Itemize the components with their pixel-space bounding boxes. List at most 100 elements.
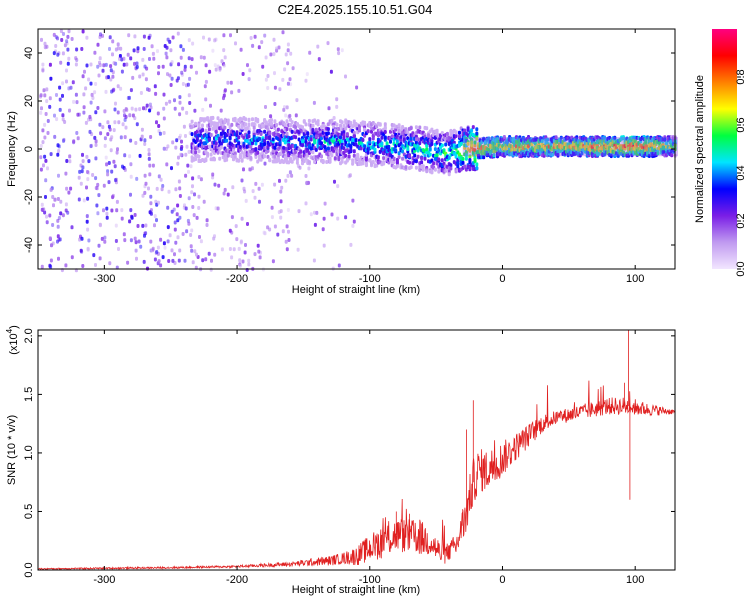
spectrogram-cell — [96, 211, 100, 216]
spectrogram-cell — [296, 164, 300, 168]
spectrogram-cell — [178, 215, 182, 220]
spectrogram-cell — [89, 62, 93, 67]
spectrogram-cell — [109, 137, 113, 142]
spectrogram-cell — [247, 118, 251, 122]
spectrogram-cell — [120, 57, 124, 62]
spectrogram-cell — [109, 77, 113, 82]
spectrogram-cell — [651, 137, 655, 157]
spectrogram-cell — [144, 181, 148, 186]
spectrogram-cell — [180, 139, 183, 144]
spectrogram-cell — [235, 130, 239, 135]
spectrogram-cell — [216, 206, 220, 211]
snr-y-ticks: 0.0 0.5 1.0 1.5 2.0 — [23, 328, 675, 578]
spectrogram-cell — [149, 201, 153, 206]
spectrogram-cell — [103, 239, 107, 244]
spectrogram-cell — [110, 208, 114, 213]
spectrogram-cell — [229, 33, 232, 38]
spectrogram-cell — [139, 91, 143, 95]
spectrogram-cell — [156, 245, 160, 250]
spectrogram-cell — [216, 133, 220, 138]
spectrogram-cell — [456, 164, 460, 169]
spectrogram-cell — [151, 163, 155, 168]
spectrogram-cell — [392, 157, 396, 161]
spectrogram-cell — [51, 195, 55, 199]
spectrogram-cell — [144, 223, 148, 228]
spectrogram-y-tick-label: 40 — [23, 47, 35, 59]
spectrogram-cell — [148, 57, 151, 61]
spectrogram-cell — [59, 211, 63, 216]
spectrogram-cell — [546, 137, 549, 142]
spectrogram-cell — [39, 155, 43, 160]
spectrogram-cell — [286, 173, 290, 178]
spectrogram-cell — [184, 206, 188, 211]
spectrogram-cell — [254, 155, 258, 159]
spectrogram-cell — [629, 137, 633, 157]
spectrogram-cell — [66, 61, 70, 66]
spectrogram-cell — [214, 129, 218, 134]
spectrogram-cell — [112, 128, 116, 133]
spectrogram-cell — [166, 144, 170, 149]
spectrogram-cell — [263, 129, 267, 134]
spectrogram-cell — [113, 120, 117, 125]
spectrogram-cell — [204, 257, 208, 262]
spectrogram-cell — [89, 81, 93, 86]
spectrogram-cell — [138, 107, 142, 112]
spectrogram-cell — [544, 137, 548, 157]
spectrogram-cell — [84, 120, 88, 125]
spectrogram-cell — [550, 137, 554, 157]
spectrogram-cell — [256, 117, 260, 122]
spectrogram-cell — [244, 122, 248, 127]
spectrogram-cell — [173, 227, 177, 232]
spectrogram-cell — [147, 88, 151, 92]
spectrogram-cell — [209, 152, 213, 157]
spectrogram-cell — [278, 178, 281, 183]
spectrogram-cell — [296, 247, 300, 252]
spectrogram-cell — [194, 121, 198, 126]
spectrogram-cell — [409, 136, 413, 141]
spectrogram-cell — [128, 95, 131, 100]
spectrogram-cell — [575, 135, 579, 140]
spectrogram-cell — [187, 56, 191, 61]
spectrogram-cell — [281, 30, 285, 35]
spectrogram-cell — [147, 148, 151, 152]
spectrogram-cell — [352, 219, 356, 224]
spectrogram-cell — [435, 153, 439, 158]
spectrogram-cell — [53, 113, 56, 118]
spectrogram-cell — [129, 88, 133, 93]
spectrogram-y-tick-label: -40 — [23, 237, 35, 253]
spectrogram-cell — [220, 247, 224, 252]
spectrogram-cell — [242, 186, 246, 191]
spectrogram-cell — [108, 47, 111, 51]
spectrogram-cell — [387, 144, 391, 149]
spectrogram-cell — [640, 137, 644, 157]
spectrogram-cell — [430, 170, 434, 175]
spectrogram-cell — [199, 239, 203, 244]
spectrogram-cell — [162, 146, 166, 151]
spectrogram-cell — [74, 62, 78, 67]
spectrogram-cell — [56, 234, 60, 239]
spectrogram-cell — [611, 137, 615, 157]
spectrogram-cell — [95, 186, 99, 191]
spectrogram-cell — [247, 122, 251, 127]
spectrogram-cell — [247, 134, 251, 139]
spectrogram-cell — [194, 150, 198, 155]
spectrogram-cell — [98, 256, 102, 261]
spectrogram-cell — [401, 149, 405, 154]
spectrogram-cell — [82, 198, 86, 203]
spectrogram-cell — [281, 77, 285, 82]
spectrogram-cell — [165, 162, 169, 167]
spectrogram-cell — [67, 29, 71, 34]
spectrogram-cell — [106, 169, 110, 174]
spectrogram-cell — [141, 72, 145, 77]
spectrogram-cell — [458, 134, 461, 139]
spectrogram-cell — [65, 186, 69, 191]
spectrogram-cell — [635, 137, 639, 157]
spectrogram-cell — [454, 134, 458, 138]
spectrogram-cell — [330, 153, 334, 158]
spectrogram-cell — [61, 213, 65, 218]
spectrogram-cell — [187, 38, 191, 43]
spectrogram-cell — [136, 46, 140, 51]
spectrogram-cell — [294, 113, 298, 118]
spectrogram-cell — [425, 147, 429, 152]
spectrogram-cell — [148, 210, 152, 215]
